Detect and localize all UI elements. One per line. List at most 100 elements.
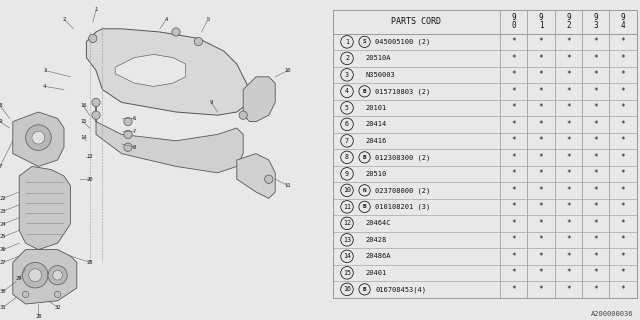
Circle shape (92, 98, 100, 107)
Text: 045005100 (2): 045005100 (2) (375, 39, 431, 45)
Polygon shape (243, 77, 275, 122)
Circle shape (239, 111, 248, 119)
Text: *: * (593, 268, 598, 277)
Text: 20464C: 20464C (366, 220, 391, 226)
Text: *: * (566, 136, 571, 145)
Text: *: * (621, 103, 625, 112)
Text: 023708000 (2): 023708000 (2) (375, 187, 431, 194)
Text: *: * (621, 235, 625, 244)
Text: 1: 1 (345, 39, 349, 45)
Text: *: * (511, 235, 516, 244)
Text: *: * (621, 202, 625, 211)
Text: *: * (539, 136, 543, 145)
Text: *: * (566, 285, 571, 294)
Text: 20401: 20401 (366, 270, 387, 276)
Text: *: * (593, 252, 598, 261)
Text: *: * (511, 70, 516, 79)
Text: 32: 32 (54, 305, 61, 310)
Text: *: * (621, 136, 625, 145)
Bar (333, 10, 637, 298)
Text: 1: 1 (94, 7, 98, 12)
Text: N: N (363, 188, 366, 193)
Text: *: * (539, 54, 543, 63)
Circle shape (124, 143, 132, 151)
Circle shape (124, 130, 132, 139)
Text: PARTS CORD: PARTS CORD (392, 17, 442, 26)
Text: 9
0: 9 0 (511, 13, 516, 30)
Text: *: * (511, 186, 516, 195)
Text: 9
4: 9 4 (621, 13, 625, 30)
Text: 23: 23 (0, 209, 6, 214)
Text: *: * (593, 120, 598, 129)
Circle shape (265, 175, 273, 183)
Text: 9
3: 9 3 (593, 13, 598, 30)
Text: 16: 16 (80, 103, 86, 108)
Text: 9: 9 (345, 171, 349, 177)
Text: 28: 28 (35, 314, 42, 319)
Text: 28: 28 (86, 260, 93, 265)
Text: *: * (593, 186, 598, 195)
Text: *: * (511, 136, 516, 145)
Text: 016708453(4): 016708453(4) (375, 286, 426, 292)
Text: *: * (566, 252, 571, 261)
Text: 20510: 20510 (366, 171, 387, 177)
Text: *: * (621, 120, 625, 129)
Text: 3: 3 (43, 68, 47, 73)
Text: *: * (566, 186, 571, 195)
Text: 14: 14 (80, 135, 86, 140)
Text: *: * (511, 54, 516, 63)
Text: *: * (593, 54, 598, 63)
Text: 20428: 20428 (366, 237, 387, 243)
Text: *: * (593, 87, 598, 96)
Text: 12: 12 (343, 220, 351, 226)
Text: *: * (539, 70, 543, 79)
Text: 7: 7 (345, 138, 349, 144)
Text: 15: 15 (343, 270, 351, 276)
Text: *: * (566, 169, 571, 178)
Circle shape (92, 111, 100, 119)
Text: *: * (511, 87, 516, 96)
Text: *: * (566, 268, 571, 277)
Text: *: * (539, 219, 543, 228)
Text: *: * (621, 186, 625, 195)
Text: *: * (566, 54, 571, 63)
Text: *: * (593, 103, 598, 112)
Text: *: * (621, 169, 625, 178)
Text: 14: 14 (343, 253, 351, 259)
Text: 8: 8 (132, 145, 136, 150)
Circle shape (124, 117, 132, 126)
Circle shape (26, 125, 51, 150)
Text: 4: 4 (164, 17, 168, 22)
Text: *: * (539, 37, 543, 46)
Text: 6: 6 (132, 116, 136, 121)
Text: 27: 27 (0, 260, 6, 265)
Text: *: * (539, 103, 543, 112)
Text: *: * (539, 285, 543, 294)
Circle shape (54, 291, 61, 298)
Circle shape (195, 37, 202, 46)
Text: 13: 13 (86, 154, 93, 159)
Text: 015710803 (2): 015710803 (2) (375, 88, 431, 95)
Text: 012308300 (2): 012308300 (2) (375, 154, 431, 161)
Circle shape (22, 262, 48, 288)
Text: *: * (539, 202, 543, 211)
Text: 3: 3 (345, 72, 349, 78)
Text: 11: 11 (285, 183, 291, 188)
Text: *: * (539, 252, 543, 261)
Text: *: * (511, 169, 516, 178)
Text: 6: 6 (345, 121, 349, 127)
Text: *: * (593, 136, 598, 145)
Circle shape (52, 270, 62, 280)
Text: 5: 5 (345, 105, 349, 111)
Text: 9
1: 9 1 (539, 13, 543, 30)
Text: *: * (511, 268, 516, 277)
Polygon shape (237, 154, 275, 198)
Text: *: * (511, 252, 516, 261)
Text: 20486A: 20486A (366, 253, 391, 259)
Text: *: * (566, 153, 571, 162)
Text: *: * (593, 235, 598, 244)
Text: 17: 17 (0, 164, 3, 169)
Polygon shape (13, 250, 77, 304)
Text: 16: 16 (343, 286, 351, 292)
Text: 10: 10 (343, 187, 351, 193)
